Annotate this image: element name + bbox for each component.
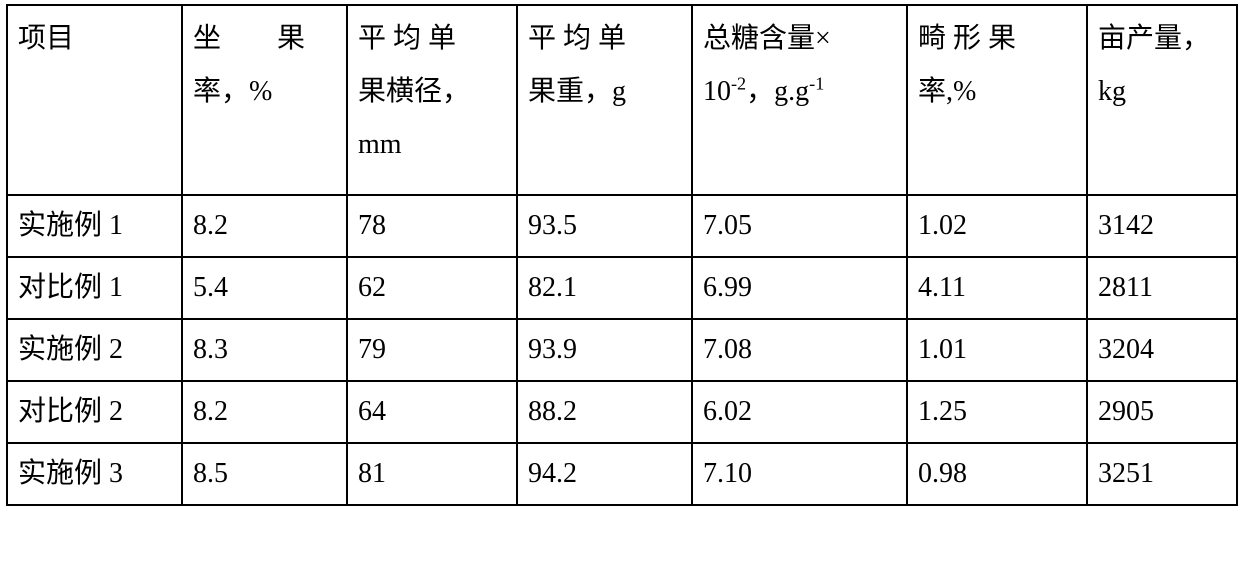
cell-value: 78	[347, 195, 517, 257]
col-header-yield: 亩产量， kg	[1087, 5, 1237, 195]
table-row: 实施例 2 8.3 79 93.9 7.08 1.01 3204	[7, 319, 1237, 381]
cell-value: 8.2	[182, 381, 347, 443]
cell-value: 93.5	[517, 195, 692, 257]
header-text: 果重，g	[528, 65, 681, 118]
cell-value: 1.01	[907, 319, 1087, 381]
col-header-diameter: 平 均 单 果横径， mm	[347, 5, 517, 195]
header-text: 坐 果	[193, 12, 336, 65]
cell-value: 8.3	[182, 319, 347, 381]
cell-value: 94.2	[517, 443, 692, 505]
col-header-malformed: 畸 形 果 率,%	[907, 5, 1087, 195]
header-text: mm	[358, 118, 506, 171]
cell-value: 82.1	[517, 257, 692, 319]
cell-value: 3204	[1087, 319, 1237, 381]
cell-name: 对比例 2	[7, 381, 182, 443]
cell-value: 0.98	[907, 443, 1087, 505]
cell-value: 93.9	[517, 319, 692, 381]
col-header-project: 项目	[7, 5, 182, 195]
cell-value: 81	[347, 443, 517, 505]
header-text: 畸 形 果	[918, 12, 1076, 65]
cell-value: 1.02	[907, 195, 1087, 257]
cell-value: 7.05	[692, 195, 907, 257]
table-row: 实施例 3 8.5 81 94.2 7.10 0.98 3251	[7, 443, 1237, 505]
col-header-sugar: 总糖含量× 10-2，g.g-1	[692, 5, 907, 195]
table-row: 实施例 1 8.2 78 93.5 7.05 1.02 3142	[7, 195, 1237, 257]
cell-value: 3251	[1087, 443, 1237, 505]
cell-value: 5.4	[182, 257, 347, 319]
cell-value: 1.25	[907, 381, 1087, 443]
header-text: 亩产量，	[1098, 12, 1226, 65]
table-body: 实施例 1 8.2 78 93.5 7.05 1.02 3142 对比例 1 5…	[7, 195, 1237, 505]
header-text: 平 均 单	[528, 12, 681, 65]
header-text: 率,%	[918, 65, 1076, 118]
cell-value: 2905	[1087, 381, 1237, 443]
header-text: 10-2，g.g-1	[703, 65, 896, 118]
cell-value: 64	[347, 381, 517, 443]
cell-value: 88.2	[517, 381, 692, 443]
cell-value: 6.02	[692, 381, 907, 443]
header-text: 总糖含量×	[703, 12, 896, 65]
table-header-row: 项目 坐 果 率，% 平 均 单 果横径， mm 平 均 单 果重，g 总糖含量…	[7, 5, 1237, 195]
col-header-fruitset: 坐 果 率，%	[182, 5, 347, 195]
cell-value: 3142	[1087, 195, 1237, 257]
data-table: 项目 坐 果 率，% 平 均 单 果横径， mm 平 均 单 果重，g 总糖含量…	[6, 4, 1238, 506]
cell-name: 实施例 1	[7, 195, 182, 257]
cell-name: 实施例 3	[7, 443, 182, 505]
cell-name: 实施例 2	[7, 319, 182, 381]
cell-value: 8.5	[182, 443, 347, 505]
cell-value: 6.99	[692, 257, 907, 319]
cell-value: 79	[347, 319, 517, 381]
table-row: 对比例 1 5.4 62 82.1 6.99 4.11 2811	[7, 257, 1237, 319]
table-row: 对比例 2 8.2 64 88.2 6.02 1.25 2905	[7, 381, 1237, 443]
cell-value: 62	[347, 257, 517, 319]
cell-name: 对比例 1	[7, 257, 182, 319]
header-text: 平 均 单	[358, 12, 506, 65]
cell-value: 2811	[1087, 257, 1237, 319]
cell-value: 8.2	[182, 195, 347, 257]
header-text: 项目	[18, 12, 171, 65]
col-header-weight: 平 均 单 果重，g	[517, 5, 692, 195]
cell-value: 4.11	[907, 257, 1087, 319]
header-text: 果横径，	[358, 65, 506, 118]
header-text: 率，%	[193, 65, 336, 118]
header-text: kg	[1098, 65, 1226, 118]
cell-value: 7.10	[692, 443, 907, 505]
cell-value: 7.08	[692, 319, 907, 381]
